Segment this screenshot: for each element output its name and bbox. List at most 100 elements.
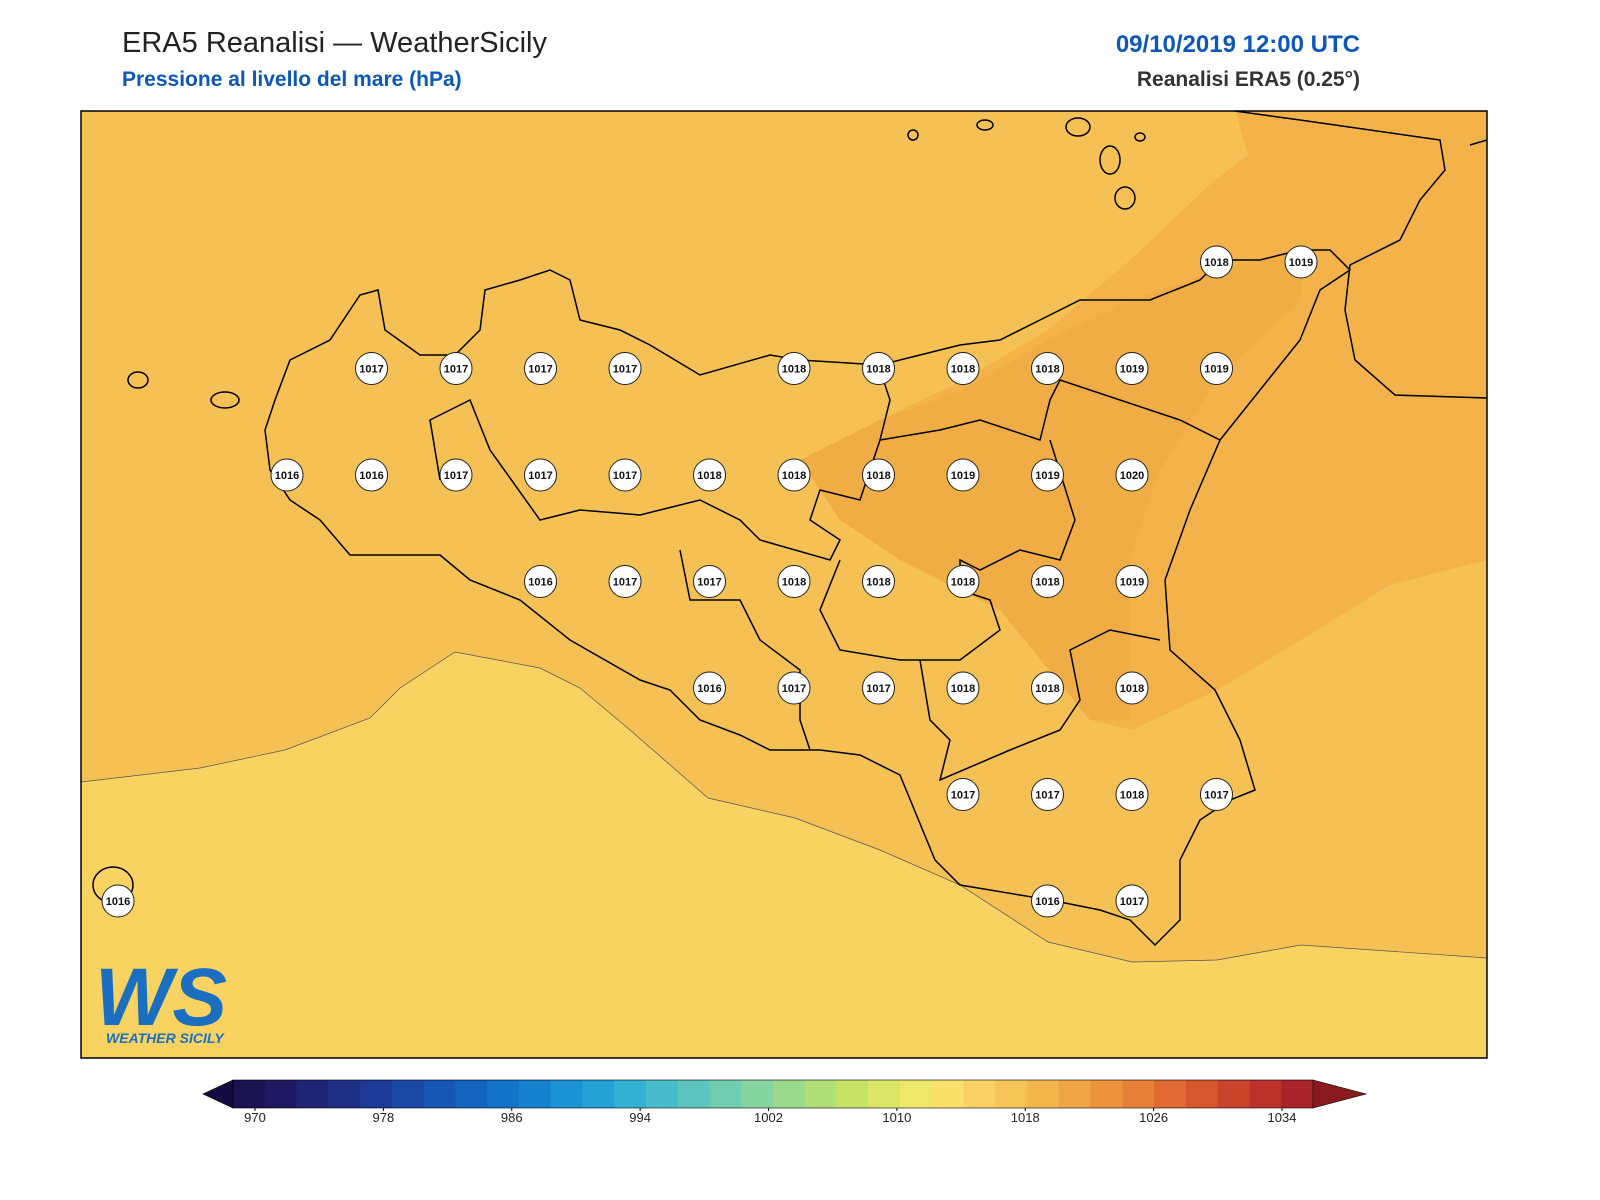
- colorbar: 970 978 986 994 1002 1010 1018 1026 1034: [202, 1079, 1368, 1125]
- station-value: 1018: [697, 470, 721, 482]
- colorbar-bin: [868, 1080, 901, 1108]
- station-value: 1018: [866, 576, 890, 588]
- station-value: 1017: [1035, 789, 1059, 801]
- colorbar-bin: [518, 1080, 552, 1108]
- station-marker: [946, 458, 980, 492]
- station-value: 1018: [782, 470, 806, 482]
- station-value: 1017: [613, 470, 637, 482]
- station-marker: [693, 458, 726, 492]
- station-value: 1018: [1035, 683, 1059, 695]
- station-marker: [524, 352, 557, 385]
- colorbar-frame: [232, 1079, 1314, 1109]
- colorbar-bin: [804, 1080, 838, 1108]
- station-value: 1019: [1120, 363, 1144, 375]
- station-marker: [1200, 245, 1233, 279]
- station-marker: [608, 458, 642, 492]
- station-marker: [777, 671, 811, 705]
- colorbar-tick-label: 1010: [882, 1110, 911, 1125]
- station-value: 1018: [1120, 789, 1144, 801]
- colorbar-bin: [1281, 1080, 1314, 1108]
- station-marker: [1115, 884, 1149, 918]
- station-marker: [1031, 352, 1064, 385]
- station-value: 1019: [1289, 257, 1313, 269]
- colorbar-bin: [1058, 1080, 1092, 1108]
- colorbar-tick-label: 970: [244, 1110, 266, 1125]
- colorbar-bin: [360, 1080, 393, 1108]
- field-low: [81, 651, 1487, 1058]
- colorbar-bin: [741, 1080, 774, 1108]
- station-marker: [946, 778, 980, 811]
- station-value: 1018: [1035, 576, 1059, 588]
- colorbar-under: [202, 1079, 234, 1109]
- station-value: 1017: [1120, 896, 1144, 908]
- station-value: 1016: [359, 470, 383, 482]
- station-value: 1018: [866, 470, 890, 482]
- colorbar-bin: [1090, 1080, 1123, 1108]
- colorbar-bin: [423, 1080, 456, 1108]
- colorbar-bin: [487, 1080, 520, 1108]
- colorbar-bin: [709, 1080, 742, 1108]
- station-value: 1018: [1120, 683, 1144, 695]
- colorbar-bin: [1185, 1080, 1219, 1108]
- station-marker: [862, 458, 895, 492]
- station-value: 1016: [1035, 896, 1059, 908]
- station-marker: [1031, 884, 1064, 918]
- station-value: 1019: [1035, 470, 1059, 482]
- station-value: 1017: [951, 789, 975, 801]
- station-marker: [1115, 565, 1149, 598]
- station-marker: [1284, 245, 1318, 279]
- station-value: 1020: [1120, 470, 1144, 482]
- station-marker: [355, 458, 388, 492]
- station-marker: [777, 565, 811, 598]
- station-marker: [439, 352, 473, 385]
- colorbar-bin: [1122, 1080, 1155, 1108]
- colorbar-bin: [645, 1080, 679, 1108]
- colorbar-bin: [677, 1080, 710, 1108]
- colorbar-bin: [582, 1080, 615, 1108]
- colorbar-bin: [233, 1080, 266, 1108]
- station-marker: [1031, 778, 1064, 811]
- colorbar-bin: [963, 1080, 996, 1108]
- station-marker: [101, 884, 135, 918]
- colorbar-bin: [391, 1080, 425, 1108]
- station-value: 1018: [782, 363, 806, 375]
- station-value: 1017: [444, 470, 468, 482]
- station-value: 1016: [697, 683, 721, 695]
- station-value: 1018: [1035, 363, 1059, 375]
- subtitle: Pressione al livello del mare (hPa): [122, 68, 462, 91]
- station-value: 1019: [951, 470, 975, 482]
- station-value: 1017: [444, 363, 468, 375]
- station-value: 1017: [697, 576, 721, 588]
- colorbar-bin: [1154, 1080, 1187, 1108]
- station-marker: [1115, 458, 1149, 492]
- station-value: 1018: [782, 576, 806, 588]
- station-marker: [777, 458, 811, 492]
- colorbar-bin: [836, 1080, 869, 1108]
- station-value: 1017: [1204, 789, 1228, 801]
- station-marker: [1031, 458, 1064, 492]
- colorbar-bin: [900, 1080, 933, 1108]
- station-marker: [946, 352, 980, 385]
- map-frame: [80, 110, 1488, 1059]
- station-marker: [1115, 352, 1149, 385]
- logo-mark: WS: [95, 952, 227, 1043]
- station-marker: [1200, 352, 1233, 385]
- colorbar-bin: [614, 1080, 647, 1108]
- station-value: 1019: [1120, 576, 1144, 588]
- station-value: 1017: [613, 363, 637, 375]
- station-marker: [608, 352, 642, 385]
- source: Reanalisi ERA5 (0.25°): [1137, 68, 1360, 91]
- station-marker: [524, 565, 557, 598]
- colorbar-bin: [995, 1080, 1028, 1108]
- colorbar-bin: [773, 1080, 806, 1108]
- station-marker: [608, 565, 642, 598]
- colorbar-bin: [328, 1080, 361, 1108]
- station-value: 1016: [106, 896, 130, 908]
- station-marker: [1031, 671, 1064, 705]
- coastline: [92, 111, 1487, 947]
- colorbar-tick-label: 978: [373, 1110, 395, 1125]
- station-value: 1018: [951, 363, 975, 375]
- station-marker: [1031, 565, 1064, 598]
- colorbar-tick-label: 986: [501, 1110, 523, 1125]
